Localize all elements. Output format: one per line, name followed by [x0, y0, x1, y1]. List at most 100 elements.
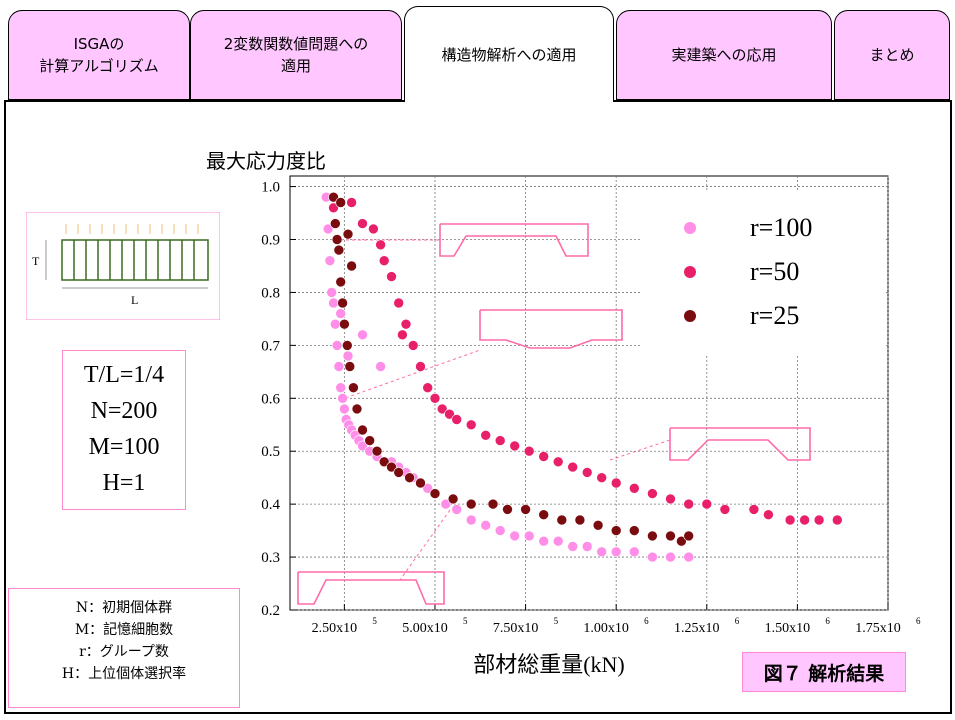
- data-point-r=25: [538, 509, 550, 521]
- legend-label: r=25: [750, 301, 799, 330]
- symbol-legend-box: N：初期個体群 M：記憶細胞数 r：グループ数 H：上位個体選択率: [8, 588, 240, 708]
- x-tick-exponent: 6: [735, 616, 740, 626]
- data-point-r=50: [665, 493, 676, 505]
- param-h: H=1: [102, 470, 146, 496]
- data-point-r=50: [748, 504, 760, 515]
- x-tick-exponent: 6: [644, 616, 649, 626]
- legend-note-h: H：上位個体選択率: [61, 666, 187, 682]
- data-point-r=25: [465, 498, 477, 510]
- data-point-r=25: [342, 228, 354, 240]
- data-point-r=50: [701, 498, 713, 510]
- data-point-r=50: [400, 318, 412, 330]
- figure-caption: 図７ 解析結果: [742, 652, 906, 692]
- data-point-r=25: [328, 191, 339, 203]
- x-tick-label: 7.50x10: [493, 621, 539, 636]
- data-point-r=100: [330, 318, 341, 330]
- data-point-r=100: [342, 350, 354, 362]
- data-point-r=50: [436, 403, 448, 415]
- y-tick-label: 0.2: [261, 603, 280, 619]
- data-point-r=100: [326, 287, 337, 298]
- parameter-box: T/L=1/4 N=200 M=100 H=1: [62, 350, 186, 510]
- tab-2[interactable]: 2変数関数値問題への 適用: [190, 10, 402, 100]
- param-tl: T/L=1/4: [83, 362, 165, 388]
- data-point-r=50: [494, 435, 506, 446]
- tab-3[interactable]: 構造物解析への適用: [404, 6, 614, 102]
- legend-note-n: N：初期個体群: [75, 600, 173, 616]
- data-point-r=100: [451, 504, 463, 515]
- data-point-r=100: [567, 541, 579, 552]
- data-point-r=50: [357, 218, 368, 229]
- inset-pointer-arrow-3: [609, 439, 671, 461]
- data-point-r=25: [330, 218, 341, 229]
- data-point-r=100: [509, 530, 521, 542]
- data-point-r=100: [333, 361, 345, 372]
- data-point-r=50: [610, 477, 622, 489]
- data-point-r=100: [665, 551, 676, 563]
- data-point-r=25: [339, 318, 350, 330]
- data-point-r=50: [375, 239, 386, 251]
- y-axis-title: 最大応力度比: [206, 150, 326, 173]
- legend-marker: [684, 222, 696, 234]
- tab-1[interactable]: ISGAの 計算アルゴリズム: [8, 10, 190, 100]
- load-arrows: [65, 224, 199, 234]
- x-tick-label: 2.50x10: [312, 621, 358, 636]
- t-label: T: [32, 254, 40, 268]
- data-point-r=100: [581, 541, 593, 552]
- y-tick-label: 0.7: [261, 338, 280, 354]
- data-point-r=50: [538, 451, 550, 462]
- data-point-r=25: [351, 403, 363, 415]
- truss-frame: [61, 239, 209, 281]
- data-point-r=25: [502, 504, 513, 515]
- data-point-r=100: [331, 340, 343, 351]
- data-point-r=100: [357, 440, 368, 452]
- data-point-r=100: [440, 498, 452, 510]
- tab-baseline-1: [4, 100, 404, 102]
- data-point-r=25: [346, 260, 357, 272]
- data-point-r=25: [404, 472, 415, 484]
- data-point-r=25: [335, 276, 346, 288]
- data-point-r=50: [368, 223, 379, 235]
- data-point-r=50: [480, 429, 492, 441]
- data-point-r=50: [429, 392, 441, 404]
- data-point-r=25: [647, 530, 658, 542]
- data-point-r=25: [628, 525, 640, 536]
- y-tick-label: 0.4: [261, 497, 280, 513]
- data-point-r=100: [335, 382, 346, 393]
- data-point-r=50: [451, 414, 463, 425]
- tab-4[interactable]: 実建築への応用: [616, 10, 832, 100]
- data-point-r=100: [328, 297, 339, 309]
- x-tick-exponent: 6: [825, 616, 830, 626]
- data-point-r=25: [393, 467, 404, 478]
- data-point-r=100: [628, 546, 640, 558]
- data-point-r=50: [378, 255, 390, 266]
- tab-5[interactable]: まとめ: [834, 10, 950, 100]
- legend-panel: [642, 190, 884, 356]
- data-point-r=50: [407, 340, 419, 351]
- data-point-r=50: [328, 202, 339, 214]
- y-tick-label: 0.5: [261, 444, 280, 460]
- data-point-r=25: [348, 382, 359, 393]
- data-point-r=50: [465, 419, 477, 431]
- data-point-r=25: [556, 514, 568, 526]
- data-point-r=25: [665, 530, 676, 542]
- data-point-r=25: [574, 514, 586, 526]
- y-tick-label: 0.9: [261, 233, 280, 249]
- data-point-r=25: [357, 424, 368, 436]
- data-point-r=50: [628, 482, 640, 494]
- param-m: M=100: [88, 434, 160, 460]
- data-point-r=25: [386, 461, 397, 473]
- data-point-r=25: [333, 244, 345, 256]
- x-tick-label: 5.00x10: [402, 621, 448, 636]
- data-point-r=25: [337, 297, 348, 309]
- data-point-r=100: [480, 519, 492, 531]
- x-tick-label: 1.00x10: [583, 621, 629, 636]
- data-point-r=50: [581, 467, 593, 478]
- data-point-r=100: [324, 255, 336, 266]
- x-tick-exponent: 6: [916, 616, 921, 626]
- legend-marker: [684, 266, 696, 278]
- data-point-r=100: [610, 546, 622, 558]
- data-point-r=100: [375, 361, 386, 372]
- data-point-r=25: [610, 525, 622, 536]
- tab-baseline-2: [614, 100, 952, 102]
- x-tick-label: 1.50x10: [765, 621, 811, 636]
